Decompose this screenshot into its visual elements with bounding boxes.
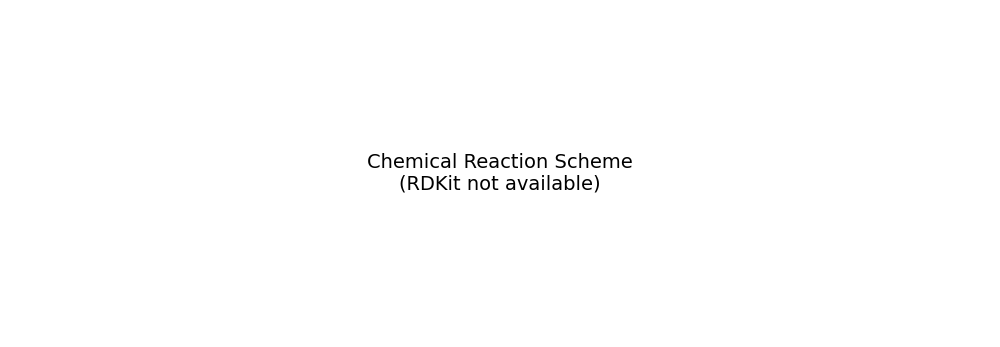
Text: Chemical Reaction Scheme
(RDKit not available): Chemical Reaction Scheme (RDKit not avai… (367, 153, 633, 194)
